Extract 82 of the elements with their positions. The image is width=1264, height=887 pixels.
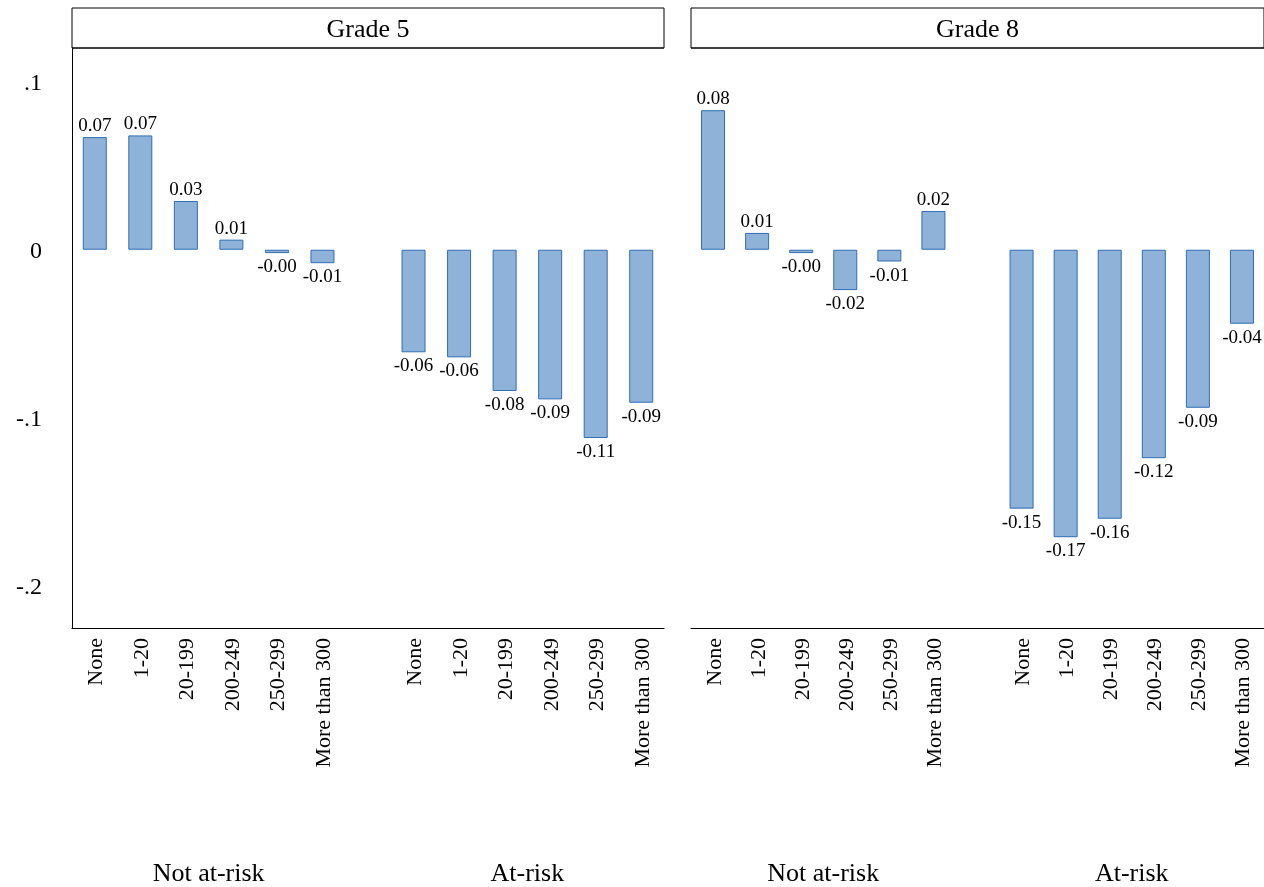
bar	[447, 249, 472, 358]
data-label: 0.07	[123, 112, 157, 134]
bar	[128, 135, 153, 250]
x-tick-label: 1-20	[127, 638, 153, 679]
data-label: -0.01	[869, 263, 910, 285]
x-tick-label: None	[1009, 638, 1035, 686]
x-tick-label: 250-299	[264, 638, 290, 712]
bar	[1009, 249, 1034, 509]
data-label: 0.03	[169, 177, 203, 199]
bar	[1141, 249, 1166, 459]
bar	[492, 249, 517, 391]
bar	[833, 249, 858, 291]
data-label: -0.16	[1089, 520, 1130, 542]
x-tick-label: 1-20	[744, 638, 770, 679]
y-tick-label: .1	[24, 68, 42, 95]
x-tick-label: More than 300	[1229, 638, 1255, 768]
x-tick-label: 1-20	[1053, 638, 1079, 679]
data-label: -0.17	[1045, 539, 1086, 561]
x-tick-label: More than 300	[920, 638, 946, 768]
data-label: -0.09	[1178, 409, 1218, 431]
y-tick-label: -.2	[16, 572, 42, 599]
data-label: 0.08	[696, 87, 730, 109]
bar	[921, 211, 946, 250]
data-label: -0.00	[781, 255, 821, 277]
x-tick-label: 250-299	[1185, 638, 1211, 712]
chart-title: Grade 5	[326, 13, 410, 43]
x-tick-label: 200-249	[1141, 638, 1167, 712]
x-tick-label: More than 300	[628, 638, 654, 768]
bar	[401, 249, 426, 353]
text: Not at-risk	[152, 857, 265, 887]
x-tick-label: More than 300	[309, 638, 335, 768]
x-tick-label: None	[401, 638, 427, 686]
x-tick-label: None	[82, 638, 108, 686]
bar	[789, 249, 814, 254]
data-label: -0.12	[1134, 460, 1174, 482]
chart-title: Grade 8	[935, 13, 1020, 43]
x-tick-label: 20-199	[173, 638, 199, 701]
x-tick-label: 250-299	[583, 638, 609, 712]
data-label: -0.06	[439, 359, 479, 381]
bar	[310, 249, 335, 264]
x-tick-label: 250-299	[876, 638, 902, 712]
x-tick-label: 20-199	[788, 638, 814, 701]
bar	[1185, 249, 1210, 408]
data-label: 0.01	[214, 216, 249, 238]
y-tick-label: 0	[30, 236, 42, 263]
x-tick-label: None	[700, 638, 726, 686]
bar	[877, 249, 902, 262]
x-tick-label: 1-20	[446, 638, 472, 679]
data-label: -0.00	[257, 255, 297, 277]
bar	[82, 137, 107, 250]
data-label: -0.04	[1222, 325, 1263, 347]
text: At-risk	[1094, 857, 1169, 887]
data-label: -0.06	[393, 354, 434, 376]
y-tick-label: -.1	[16, 404, 42, 431]
bar	[745, 232, 770, 250]
bar	[219, 239, 244, 250]
text: At-risk	[490, 857, 565, 887]
data-label: -0.09	[621, 404, 662, 426]
x-tick-label: 20-199	[1097, 638, 1123, 701]
text: Not at-risk	[767, 857, 880, 887]
x-tick-label: 200-249	[218, 638, 244, 712]
data-label: -0.09	[530, 401, 570, 423]
bar	[583, 249, 608, 439]
data-label: 0.02	[916, 188, 951, 210]
bar	[701, 110, 726, 250]
x-tick-label: 200-249	[537, 638, 563, 712]
bar	[538, 249, 563, 400]
bar	[1053, 249, 1078, 538]
bar	[629, 249, 654, 403]
data-label: -0.11	[576, 440, 616, 462]
data-label: -0.02	[825, 292, 866, 314]
bar	[264, 249, 289, 254]
x-tick-label: 20-199	[492, 638, 518, 701]
data-label: 0.07	[78, 114, 112, 136]
x-tick-label: 200-249	[832, 638, 858, 712]
bar	[1097, 249, 1122, 519]
data-label: -0.15	[1001, 510, 1042, 532]
bar	[173, 200, 198, 250]
data-label: 0.01	[740, 209, 774, 231]
bar	[1229, 249, 1254, 324]
data-label: -0.01	[302, 265, 343, 287]
data-label: -0.08	[484, 392, 525, 414]
